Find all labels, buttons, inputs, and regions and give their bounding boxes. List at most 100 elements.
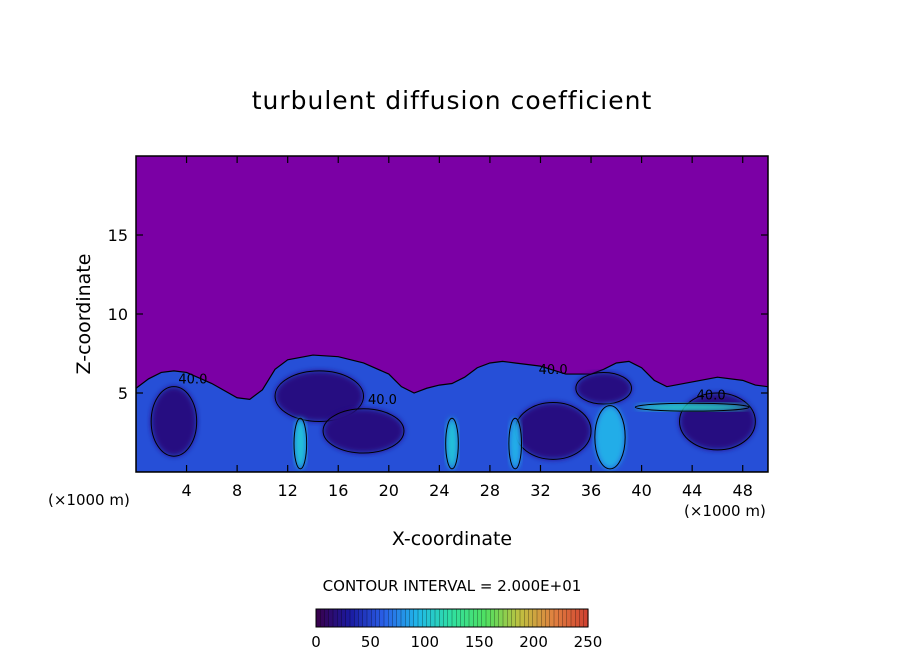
- contour-line-7: [445, 417, 459, 470]
- colorbar-swatch-43: [498, 609, 504, 627]
- colorbar-tick-label-200: 200: [519, 633, 548, 651]
- colorbar-swatch-49: [524, 609, 530, 627]
- colorbar-frame: [315, 608, 589, 628]
- colorbar-swatch-3: [328, 609, 334, 627]
- colorbar-swatch-31: [447, 609, 453, 627]
- x-tick-label-48: 48: [733, 481, 753, 500]
- colorbar-swatch-27: [430, 609, 436, 627]
- colorbar-swatch-28: [435, 609, 440, 627]
- colorbar-swatch-11: [362, 609, 368, 627]
- colorbar-swatch-18: [392, 609, 398, 627]
- colorbar-swatch-50: [528, 609, 534, 627]
- field-patch-3: [515, 402, 592, 460]
- contour-interval-text: CONTOUR INTERVAL = 2.000E+01: [322, 577, 582, 595]
- colorbar-tick-label-250: 250: [574, 633, 603, 651]
- colorbar-swatch-20: [401, 609, 406, 627]
- y-tick-label-10: 10: [108, 305, 128, 324]
- x-unit-left: (×1000 m): [48, 491, 130, 509]
- colorbar-swatch-47: [515, 609, 521, 627]
- colorbar-swatch-48: [520, 609, 525, 627]
- colorbar-swatch-15: [379, 609, 385, 627]
- colorbar-tick-label-100: 100: [410, 633, 439, 651]
- colorbar-swatch-51: [532, 609, 538, 627]
- colorbar-swatch-10: [358, 609, 364, 627]
- field-patch-9: [635, 403, 750, 412]
- colorbar-swatch-29: [439, 609, 445, 627]
- contour-label-1: 40.0: [368, 393, 397, 408]
- colorbar-tick-label-150: 150: [465, 633, 494, 651]
- colorbar-swatch-35: [464, 609, 470, 627]
- contour-label-2: 40.0: [539, 363, 568, 378]
- x-tick-label-36: 36: [581, 481, 601, 500]
- contour-line-9: [634, 402, 750, 412]
- chart-title: turbulent diffusion coefficient: [251, 86, 653, 115]
- contour-line-4: [679, 392, 756, 451]
- colorbar-swatch-59: [566, 609, 572, 627]
- x-tick-label-24: 24: [429, 481, 449, 500]
- colorbar-swatch-12: [367, 609, 372, 627]
- colorbar-swatch-34: [460, 609, 466, 627]
- y-axis-label: Z-coordinate: [73, 253, 95, 375]
- x-tick-label-4: 4: [181, 481, 191, 500]
- colorbar-swatch-36: [469, 609, 474, 627]
- colorbar-swatch-22: [409, 609, 415, 627]
- colorbar-swatch-40: [486, 609, 491, 627]
- colorbar-swatch-0: [316, 609, 321, 627]
- colorbar-swatch-54: [545, 609, 551, 627]
- contour-line-0: [150, 386, 198, 457]
- colorbar-swatch-16: [384, 609, 389, 627]
- field-patch-0: [151, 386, 197, 457]
- x-tick-label-32: 32: [530, 481, 550, 500]
- field-patch-1: [275, 370, 364, 422]
- colorbar-swatch-56: [554, 609, 559, 627]
- colorbar-swatch-4: [333, 609, 338, 627]
- colorbar-swatch-55: [549, 609, 555, 627]
- colorbar-swatch-25: [422, 609, 428, 627]
- y-tick-label-15: 15: [108, 226, 128, 245]
- colorbar-swatch-26: [426, 609, 432, 627]
- colorbar-swatch-13: [371, 609, 377, 627]
- colorbar-swatch-37: [473, 609, 479, 627]
- colorbar-swatch-60: [571, 609, 576, 627]
- colorbar-swatch-19: [396, 609, 402, 627]
- x-tick-label-20: 20: [379, 481, 399, 500]
- colorbar-swatch-44: [503, 609, 508, 627]
- field-patch-8: [508, 418, 522, 469]
- x-tick-label-8: 8: [232, 481, 242, 500]
- colorbar-swatch-17: [388, 609, 394, 627]
- colorbar-swatch-62: [579, 609, 585, 627]
- field-patch-6: [294, 418, 307, 469]
- colorbar-swatch-38: [477, 609, 483, 627]
- x-tick-label-28: 28: [480, 481, 500, 500]
- colorbar-swatch-42: [494, 609, 500, 627]
- colorbar-swatch-9: [354, 609, 360, 627]
- x-tick-label-12: 12: [278, 481, 298, 500]
- colorbar-swatch-63: [583, 609, 589, 627]
- colorbar-swatch-8: [350, 609, 355, 627]
- colorbar-swatch-1: [320, 609, 326, 627]
- colorbar-tick-label-0: 0: [311, 633, 321, 651]
- field-patch-7: [445, 418, 459, 469]
- field-patch-5: [575, 372, 632, 405]
- colorbar-swatch-2: [324, 609, 330, 627]
- field-patch-2: [323, 408, 404, 454]
- contour-line-5: [575, 371, 632, 405]
- colorbar-swatch-32: [452, 609, 457, 627]
- x-axis-label: X-coordinate: [391, 528, 513, 550]
- colorbar-swatch-6: [341, 609, 347, 627]
- contour-line-8: [508, 417, 523, 470]
- colorbar-swatch-61: [575, 609, 581, 627]
- contour-line-1: [274, 370, 365, 422]
- colorbar-tick-label-50: 50: [361, 633, 380, 651]
- x-unit-right: (×1000 m): [684, 502, 766, 520]
- contour-line-outer: [136, 354, 768, 472]
- colorbar-swatch-30: [443, 609, 449, 627]
- contour-line-6: [293, 417, 308, 470]
- colorbar-swatch-52: [537, 609, 542, 627]
- colorbar-swatch-24: [418, 609, 423, 627]
- x-tick-label-40: 40: [631, 481, 651, 500]
- colorbar-swatch-46: [511, 609, 517, 627]
- contour-label-0: 40.0: [178, 373, 207, 388]
- colorbar-swatch-41: [490, 609, 496, 627]
